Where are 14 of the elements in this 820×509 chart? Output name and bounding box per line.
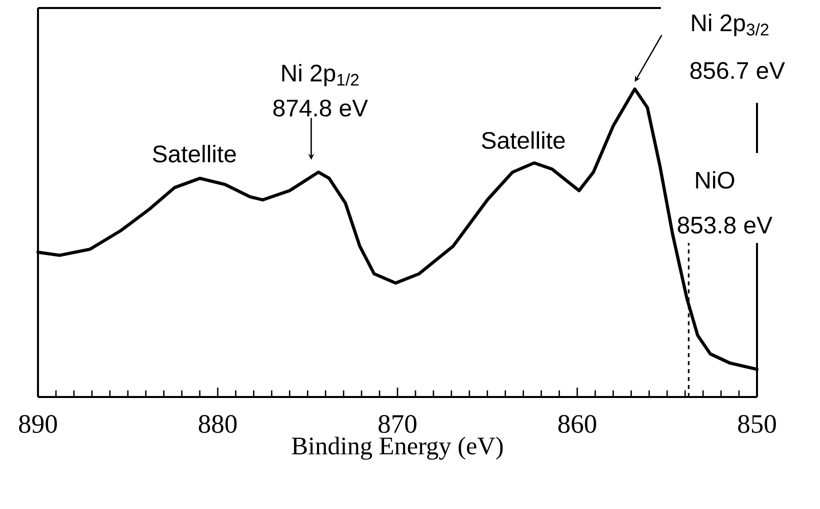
x-tick-label: 850 [738, 415, 776, 433]
text: Ni 2p$_{1/2}$ [282, 64, 359, 86]
x-tick-label: 860 [558, 415, 596, 433]
x-tick-label: 890 [19, 415, 57, 433]
text: Ni 2p$_{3/2}$ [692, 14, 768, 36]
annotation: 853.8 eV [678, 216, 772, 234]
x-tick-label: 870 [378, 415, 416, 433]
annotation: Satellite [482, 131, 565, 149]
annotation: 874.8 eV [273, 100, 368, 117]
annotation: NiO [696, 171, 734, 189]
x-tick-label: 880 [198, 415, 237, 433]
x-axis-title: Binding Energy (eV) [292, 436, 503, 460]
annotation: 856.7 eV [690, 62, 785, 79]
annotation: Satellite [152, 144, 236, 162]
